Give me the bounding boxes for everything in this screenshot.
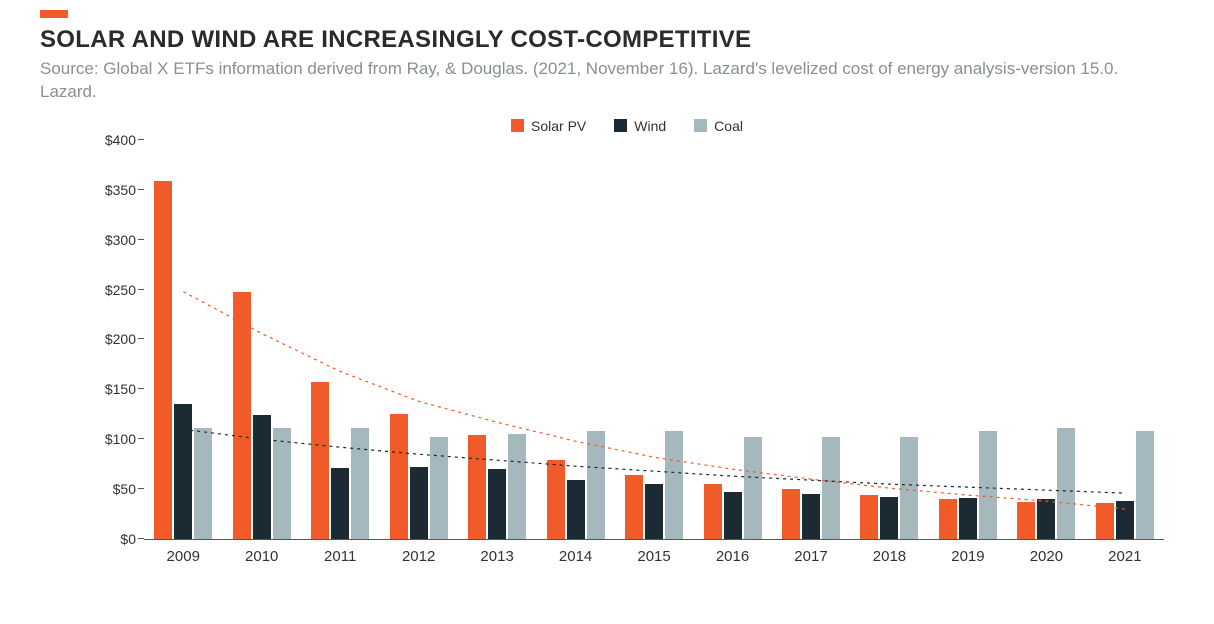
bar	[253, 415, 271, 539]
y-tick-mark	[138, 438, 144, 439]
bar-group: 2019	[929, 140, 1007, 539]
legend-item: Coal	[694, 118, 743, 134]
bar	[587, 431, 605, 539]
bar	[468, 435, 486, 539]
bar	[567, 480, 585, 539]
bar	[822, 437, 840, 539]
y-tick-mark	[138, 239, 144, 240]
bar	[174, 404, 192, 539]
bar	[488, 469, 506, 539]
bar-group: 2016	[693, 140, 771, 539]
chart-container: Solar PV Wind Coal MEAN LCOE ($/MWh) 20092…	[80, 118, 1174, 598]
bar-group: 2009	[144, 140, 222, 539]
bar	[331, 468, 349, 539]
bar-group: 2014	[536, 140, 614, 539]
x-tick-label: 2017	[772, 548, 850, 565]
bar	[900, 437, 918, 539]
legend-item: Wind	[614, 118, 666, 134]
bar	[273, 428, 291, 539]
chart-source: Source: Global X ETFs information derive…	[40, 58, 1120, 104]
legend-label: Coal	[714, 118, 743, 134]
x-tick-label: 2010	[222, 548, 300, 565]
y-tick-mark	[138, 189, 144, 190]
legend-swatch	[694, 119, 707, 132]
legend-label: Wind	[634, 118, 666, 134]
bar-group: 2021	[1086, 140, 1164, 539]
y-tick-label: $350	[86, 182, 136, 198]
x-tick-label: 2012	[379, 548, 457, 565]
x-tick-label: 2021	[1086, 548, 1164, 565]
x-tick-label: 2016	[693, 548, 771, 565]
y-tick-mark	[138, 388, 144, 389]
bar-group: 2018	[850, 140, 928, 539]
bar	[860, 495, 878, 539]
bar	[410, 467, 428, 539]
bar	[645, 484, 663, 539]
x-tick-label: 2015	[615, 548, 693, 565]
x-tick-label: 2019	[929, 548, 1007, 565]
x-tick-label: 2014	[536, 548, 614, 565]
bar	[154, 181, 172, 539]
bar	[959, 498, 977, 539]
bar-group: 2013	[458, 140, 536, 539]
x-tick-label: 2020	[1007, 548, 1085, 565]
legend-swatch	[511, 119, 524, 132]
y-tick-mark	[138, 289, 144, 290]
bar-group: 2017	[772, 140, 850, 539]
bar	[1136, 431, 1154, 539]
bar	[625, 475, 643, 539]
bar-group: 2020	[1007, 140, 1085, 539]
y-tick-mark	[138, 488, 144, 489]
y-tick-label: $50	[86, 481, 136, 497]
bar	[939, 499, 957, 539]
bar-groups: 2009201020112012201320142015201620172018…	[144, 140, 1164, 539]
bar	[311, 382, 329, 539]
y-tick-label: $300	[86, 232, 136, 248]
y-tick-label: $0	[86, 531, 136, 547]
bar	[390, 414, 408, 539]
legend-swatch	[614, 119, 627, 132]
y-tick-label: $250	[86, 282, 136, 298]
plot-area: MEAN LCOE ($/MWh) 2009201020112012201320…	[144, 140, 1164, 540]
x-tick-label: 2013	[458, 548, 536, 565]
x-tick-label: 2009	[144, 548, 222, 565]
bar	[744, 437, 762, 539]
bar-group: 2015	[615, 140, 693, 539]
y-tick-mark	[138, 139, 144, 140]
x-tick-label: 2011	[301, 548, 379, 565]
y-tick-mark	[138, 538, 144, 539]
y-tick-label: $200	[86, 331, 136, 347]
bar	[547, 460, 565, 539]
bar	[1017, 502, 1035, 539]
legend-label: Solar PV	[531, 118, 586, 134]
y-tick-mark	[138, 338, 144, 339]
bar	[351, 428, 369, 539]
bar	[724, 492, 742, 539]
bar	[782, 489, 800, 539]
bar	[1037, 499, 1055, 539]
bar	[1116, 501, 1134, 539]
chart-title: SOLAR AND WIND ARE INCREASINGLY COST-COM…	[40, 26, 1174, 54]
bar	[1096, 503, 1114, 539]
accent-bar	[40, 10, 68, 18]
bar-group: 2011	[301, 140, 379, 539]
x-tick-label: 2018	[850, 548, 928, 565]
y-tick-label: $150	[86, 381, 136, 397]
bar-group: 2012	[379, 140, 457, 539]
bar	[802, 494, 820, 539]
bar	[1057, 428, 1075, 539]
bar	[979, 431, 997, 539]
bar	[665, 431, 683, 539]
bar	[704, 484, 722, 539]
bar	[880, 497, 898, 539]
bar-group: 2010	[222, 140, 300, 539]
y-tick-label: $100	[86, 431, 136, 447]
bar	[233, 292, 251, 539]
bar	[508, 434, 526, 539]
legend: Solar PV Wind Coal	[80, 118, 1174, 134]
bar	[194, 428, 212, 539]
bar	[430, 437, 448, 539]
legend-item: Solar PV	[511, 118, 586, 134]
y-tick-label: $400	[86, 132, 136, 148]
